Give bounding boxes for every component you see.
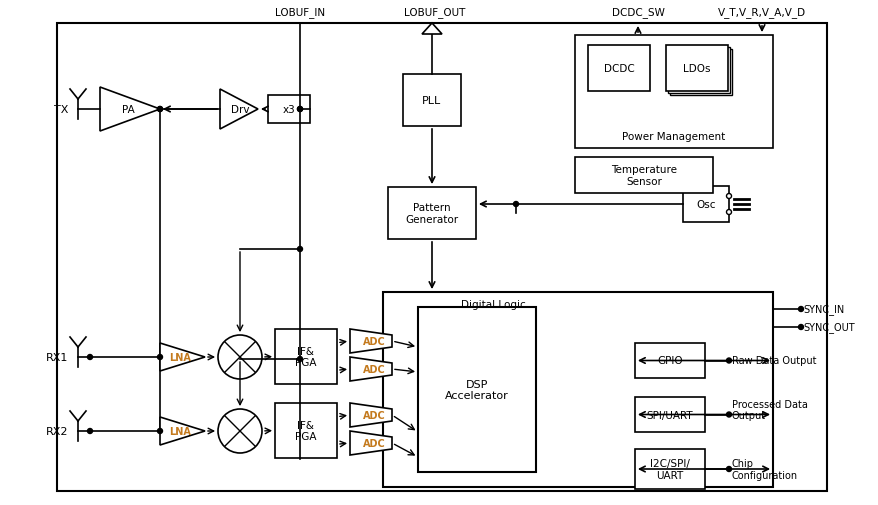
Circle shape xyxy=(218,409,262,453)
Text: SYNC_IN: SYNC_IN xyxy=(802,304,843,315)
Circle shape xyxy=(157,107,162,112)
Bar xyxy=(383,292,772,487)
Bar xyxy=(634,397,704,432)
Polygon shape xyxy=(349,358,392,381)
Text: IF&
PGA: IF& PGA xyxy=(295,346,316,368)
Text: TX: TX xyxy=(54,105,68,115)
Circle shape xyxy=(797,325,802,330)
Polygon shape xyxy=(421,24,442,35)
Bar xyxy=(669,50,731,96)
Text: Osc: Osc xyxy=(695,199,715,210)
Circle shape xyxy=(513,202,518,207)
Circle shape xyxy=(797,307,802,312)
Text: ADC: ADC xyxy=(363,336,385,346)
Bar xyxy=(666,46,727,92)
Circle shape xyxy=(218,335,262,379)
Text: SPI/UART: SPI/UART xyxy=(646,410,693,420)
Polygon shape xyxy=(349,329,392,353)
Text: IF&
PGA: IF& PGA xyxy=(295,420,316,441)
Text: Processed Data
Output: Processed Data Output xyxy=(731,399,807,421)
Bar xyxy=(682,187,728,223)
Polygon shape xyxy=(160,343,205,371)
Bar xyxy=(57,24,826,491)
Text: DCDC: DCDC xyxy=(603,64,634,74)
Circle shape xyxy=(297,107,302,112)
Circle shape xyxy=(297,247,302,252)
Text: Drv: Drv xyxy=(231,105,249,115)
Bar xyxy=(634,343,704,378)
Text: Power Management: Power Management xyxy=(622,132,725,142)
Bar xyxy=(587,46,649,92)
Circle shape xyxy=(726,467,730,472)
Circle shape xyxy=(726,358,730,363)
Text: LNA: LNA xyxy=(169,352,191,362)
Text: Chip
Configuration: Chip Configuration xyxy=(731,459,797,480)
Polygon shape xyxy=(349,431,392,455)
Text: SYNC_OUT: SYNC_OUT xyxy=(802,322,853,333)
Bar xyxy=(387,188,476,239)
Text: ADC: ADC xyxy=(363,410,385,420)
Text: PA: PA xyxy=(121,105,134,115)
Bar xyxy=(667,48,729,94)
Circle shape xyxy=(157,107,162,112)
Text: PLL: PLL xyxy=(422,96,441,106)
Text: DCDC_SW: DCDC_SW xyxy=(611,8,664,18)
Text: Temperature
Sensor: Temperature Sensor xyxy=(610,165,676,186)
Bar xyxy=(634,449,704,489)
Text: DSP
Accelerator: DSP Accelerator xyxy=(444,379,508,400)
Bar xyxy=(275,329,336,384)
Text: GPIO: GPIO xyxy=(657,356,682,366)
Text: RX2: RX2 xyxy=(46,426,68,436)
Text: I2C/SPI/
UART: I2C/SPI/ UART xyxy=(650,459,689,480)
Bar xyxy=(268,96,310,124)
Circle shape xyxy=(88,429,92,434)
Bar xyxy=(574,158,712,193)
Circle shape xyxy=(297,107,302,112)
Text: V_T,V_R,V_A,V_D: V_T,V_R,V_A,V_D xyxy=(717,8,805,18)
Text: x3: x3 xyxy=(283,105,295,115)
Text: RX1: RX1 xyxy=(46,352,68,362)
Bar xyxy=(418,308,536,472)
Circle shape xyxy=(157,355,162,360)
Circle shape xyxy=(157,429,162,434)
Text: LDOs: LDOs xyxy=(682,64,710,74)
Circle shape xyxy=(726,412,730,417)
Bar xyxy=(275,403,336,458)
Text: LOBUF_IN: LOBUF_IN xyxy=(275,8,325,18)
Polygon shape xyxy=(349,403,392,427)
Polygon shape xyxy=(160,417,205,445)
Text: ADC: ADC xyxy=(363,438,385,448)
Polygon shape xyxy=(100,88,160,132)
Circle shape xyxy=(297,357,302,362)
Text: LOBUF_OUT: LOBUF_OUT xyxy=(404,8,465,18)
Circle shape xyxy=(88,355,92,360)
Bar xyxy=(574,36,772,148)
Text: Raw Data Output: Raw Data Output xyxy=(731,356,816,366)
Bar xyxy=(402,75,460,127)
Text: LNA: LNA xyxy=(169,426,191,436)
Text: Pattern
Generator: Pattern Generator xyxy=(405,203,458,224)
Circle shape xyxy=(726,210,730,215)
Text: Digital Logic: Digital Logic xyxy=(460,299,525,310)
Polygon shape xyxy=(220,90,258,130)
Text: ADC: ADC xyxy=(363,364,385,374)
Circle shape xyxy=(726,194,730,199)
